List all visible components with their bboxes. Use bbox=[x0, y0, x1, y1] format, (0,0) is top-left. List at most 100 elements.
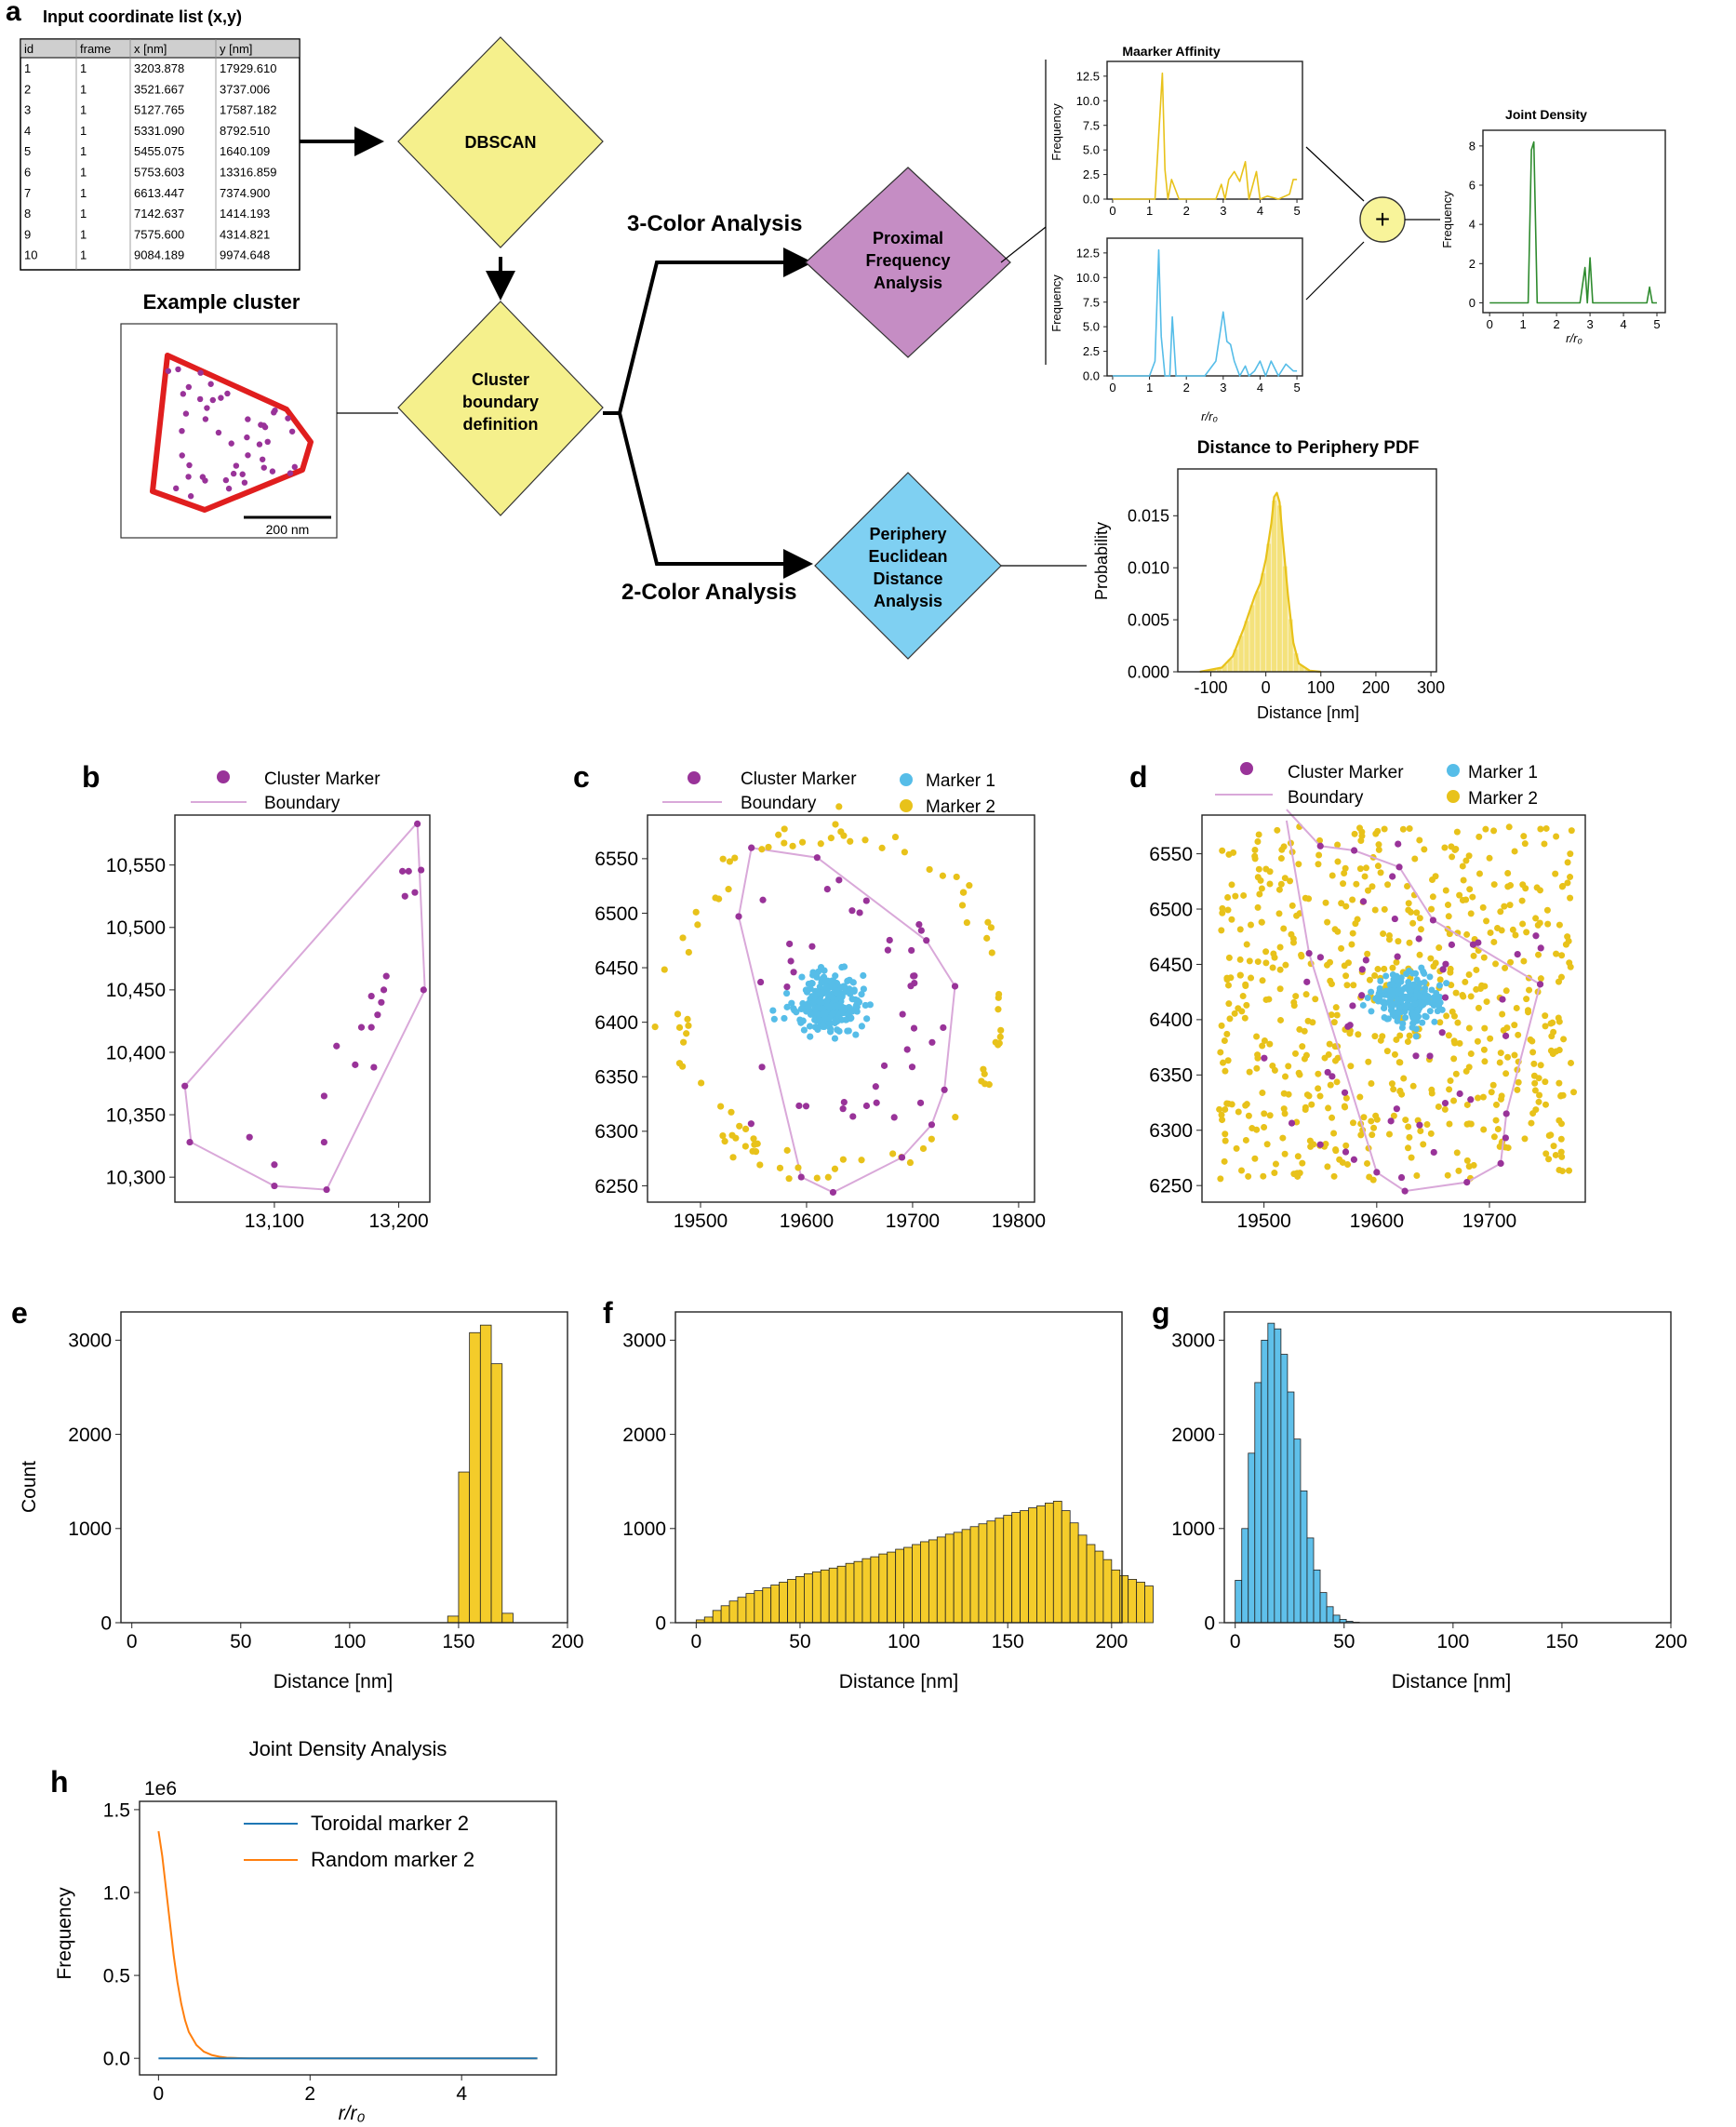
c-marker2-point bbox=[776, 1164, 784, 1171]
joint-density-xlabel: r/r₀ bbox=[1566, 331, 1582, 345]
panel-label-h: h bbox=[50, 1765, 69, 1799]
cluster-point bbox=[259, 456, 266, 462]
d-marker2-point bbox=[1492, 960, 1500, 968]
boundary-diamond bbox=[397, 301, 604, 516]
d-marker2-point bbox=[1537, 1062, 1544, 1069]
joint-ytick-label: 2 bbox=[1469, 257, 1476, 271]
c-marker2-point bbox=[817, 840, 824, 848]
c-ytick-label: 6250 bbox=[594, 1176, 638, 1197]
pdf-bar bbox=[1238, 635, 1244, 672]
d-cluster-marker-point bbox=[1358, 992, 1366, 999]
f_hist-bar bbox=[853, 1560, 863, 1624]
d-marker2-point bbox=[1556, 1047, 1563, 1054]
c-marker2-point bbox=[795, 1164, 802, 1171]
d-marker2-point bbox=[1354, 916, 1361, 923]
table-cell: 6613.447 bbox=[134, 186, 184, 200]
d-marker2-point bbox=[1465, 970, 1473, 978]
c-marker2-point bbox=[783, 1146, 791, 1154]
c-frame bbox=[647, 814, 1035, 1203]
d-marker1-point bbox=[1364, 994, 1371, 1001]
d-marker2-point bbox=[1416, 836, 1423, 844]
f_hist-bar bbox=[1036, 1505, 1046, 1624]
c-marker2-point bbox=[996, 1033, 1004, 1041]
d-cluster-marker-point bbox=[1426, 1052, 1434, 1060]
table-cell: 9 bbox=[24, 227, 31, 241]
d-marker2-point bbox=[1404, 1038, 1411, 1046]
d-marker1-point bbox=[1411, 1000, 1419, 1008]
d-marker2-point bbox=[1509, 926, 1516, 933]
d-cluster-marker-point bbox=[1430, 1148, 1437, 1157]
b-cluster-marker-point bbox=[271, 1182, 278, 1190]
e_hist-ytick-label: 2000 bbox=[68, 1425, 112, 1446]
g-xlabel: Distance [nm] bbox=[1392, 1671, 1511, 1692]
d-marker2-point bbox=[1405, 906, 1412, 914]
connector-bottom-plot-to-plus bbox=[1305, 241, 1365, 301]
c-marker2-point bbox=[824, 1173, 832, 1181]
table-cell: 17929.610 bbox=[220, 61, 276, 75]
d-marker1-point bbox=[1412, 970, 1420, 977]
cluster-point bbox=[196, 395, 204, 403]
d-marker2-point bbox=[1219, 904, 1226, 912]
d-marker2-point bbox=[1241, 1014, 1249, 1022]
c-cluster-marker-point bbox=[856, 909, 863, 916]
e_hist-frame bbox=[120, 1311, 568, 1624]
b-ytick-label: 10,550 bbox=[106, 855, 166, 876]
table-cell: 1 bbox=[24, 61, 31, 75]
f_hist-bar bbox=[811, 1571, 821, 1624]
legend-d-cluster-marker: Cluster Marker bbox=[1288, 763, 1404, 783]
table-cell: 4314.821 bbox=[220, 227, 270, 241]
d-marker2-point bbox=[1236, 926, 1244, 933]
d-marker2-point bbox=[1302, 1051, 1310, 1059]
d-marker2-point bbox=[1450, 1037, 1458, 1045]
d-marker2-point bbox=[1266, 1040, 1274, 1048]
d-marker2-point bbox=[1255, 831, 1262, 838]
c-cluster-marker-point bbox=[886, 936, 893, 944]
d-marker2-point bbox=[1400, 1075, 1408, 1082]
table-cell: 3737.006 bbox=[220, 82, 270, 96]
f_hist-bar bbox=[1094, 1550, 1104, 1624]
c-marker2-point bbox=[679, 1063, 687, 1070]
c-marker2-point bbox=[717, 1103, 725, 1110]
d-marker2-point bbox=[1380, 930, 1387, 938]
d-marker2-point bbox=[1338, 944, 1345, 952]
c-marker2-point bbox=[985, 1081, 993, 1089]
d-marker2-point bbox=[1417, 926, 1424, 933]
d-cluster-marker-point bbox=[1389, 873, 1396, 880]
d-marker2-point bbox=[1356, 865, 1364, 873]
dbscan-diamond bbox=[397, 36, 604, 248]
f_hist-xtick-label: 200 bbox=[1095, 1631, 1128, 1652]
cluster-point bbox=[187, 493, 194, 500]
f_hist-bar bbox=[1077, 1534, 1088, 1624]
d-marker2-point bbox=[1408, 1154, 1415, 1161]
a_marker_affinity_top-line bbox=[1112, 72, 1298, 200]
d-marker2-point bbox=[1467, 993, 1475, 1000]
b-cluster-marker-point bbox=[401, 892, 408, 900]
d-marker2-point bbox=[1274, 826, 1281, 834]
c-marker2-point bbox=[674, 1010, 682, 1018]
boundary-label-3: definition bbox=[463, 415, 539, 434]
d-marker1-point bbox=[1404, 994, 1411, 1001]
d-marker2-point bbox=[1266, 880, 1274, 888]
table-cell: 5331.090 bbox=[134, 124, 184, 138]
d-marker2-point bbox=[1324, 918, 1331, 926]
connector-top-plot-to-plus bbox=[1305, 146, 1365, 202]
c-marker2-point bbox=[835, 803, 843, 810]
pdf-xtick-label: 300 bbox=[1417, 678, 1445, 697]
d-marker2-point bbox=[1357, 1131, 1365, 1139]
c-marker2-point bbox=[878, 844, 886, 851]
d-marker2-point bbox=[1444, 902, 1451, 909]
d-marker2-point bbox=[1558, 952, 1566, 959]
c-xtick-label: 19700 bbox=[886, 1211, 940, 1232]
c-marker2-point bbox=[754, 1140, 761, 1147]
d-marker2-point bbox=[1332, 1004, 1340, 1011]
d-cluster-marker-point bbox=[1341, 1089, 1349, 1096]
d-marker2-point bbox=[1537, 975, 1544, 983]
c-marker2-point bbox=[741, 1143, 749, 1150]
c-cluster-marker-point bbox=[923, 937, 930, 944]
d-marker1-point bbox=[1422, 984, 1429, 992]
c-xtick-label: 19600 bbox=[780, 1211, 834, 1232]
table-cell: 7575.600 bbox=[134, 227, 184, 241]
d-marker2-point bbox=[1377, 869, 1384, 876]
d-marker2-point bbox=[1220, 1059, 1227, 1066]
d-marker2-point bbox=[1263, 1141, 1271, 1148]
